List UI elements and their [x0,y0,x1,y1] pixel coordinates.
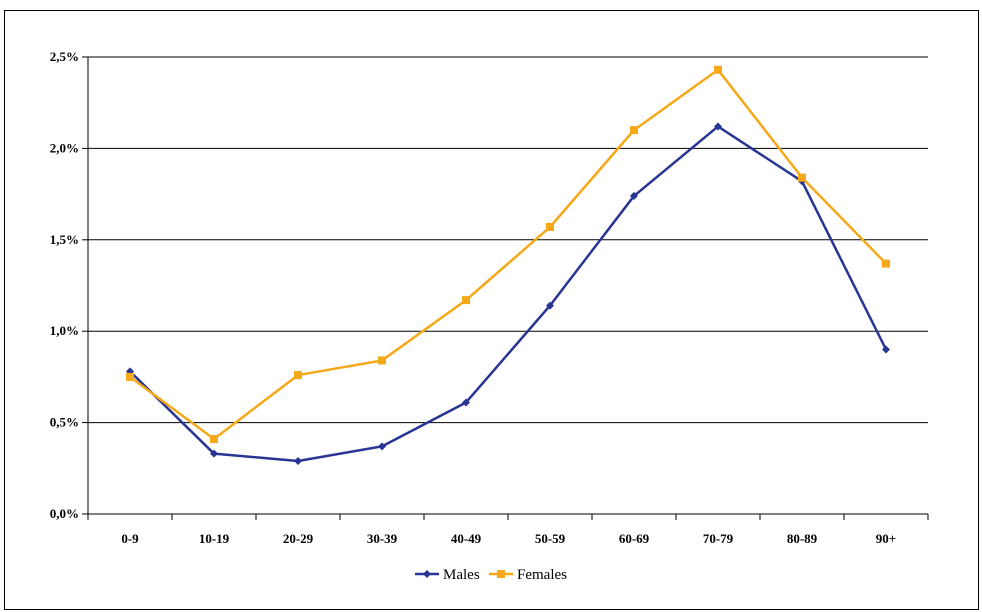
data-point-females [126,372,134,381]
series [126,65,890,465]
x-axis-ticks: 0-9 10-19 20-29 30-39 40-49 50-59 60-69 70-79 80… [87,514,929,546]
data-point-males [462,398,470,407]
data-point-males [294,456,302,465]
data-point-females [882,259,890,268]
data-point-females [378,356,386,365]
legend-marker-males [423,570,431,578]
data-point-females [714,65,722,74]
gridlines [88,56,928,424]
y-tick-label: 1,5% [50,232,79,247]
x-tick-label: 70-79 [703,531,734,546]
legend-label-females: Females [517,567,567,583]
x-tick-label: 10-19 [199,531,230,546]
data-point-females [462,296,470,305]
legend-label-males: Males [443,567,480,583]
data-point-females [210,435,218,444]
x-tick-label: 80-89 [787,531,818,546]
series-line-females [129,68,887,441]
legend-marker-females [497,570,505,578]
axes [87,57,928,515]
series-line-males [129,125,888,463]
data-point-males [714,122,722,131]
legend: Males Females [415,567,567,583]
data-point-males [630,191,638,200]
y-tick-label: 2,5% [50,49,79,64]
data-point-males [378,442,386,451]
x-tick-label: 0-9 [121,531,139,546]
y-axis-ticks: 0,0% 0,5% 1,0% 1,5% 2,0% 2,5% [50,49,88,521]
data-point-males [210,449,218,458]
chart-frame [4,10,979,610]
data-point-females [798,173,806,182]
data-point-females [630,126,638,135]
data-point-females [546,223,554,232]
y-tick-label: 2,0% [50,140,79,155]
x-tick-label: 60-69 [619,531,650,546]
y-tick-label: 1,0% [50,323,79,338]
x-tick-label: 20-29 [283,531,314,546]
data-point-males [882,345,890,354]
y-tick-label: 0,0% [50,506,79,521]
data-point-males [546,301,554,310]
x-tick-label: 50-59 [535,531,566,546]
data-point-females [294,371,302,380]
y-tick-label: 0,5% [50,415,79,430]
x-tick-label: 30-39 [367,531,398,546]
x-tick-label: 40-49 [451,531,482,546]
x-tick-label: 90+ [876,531,896,546]
